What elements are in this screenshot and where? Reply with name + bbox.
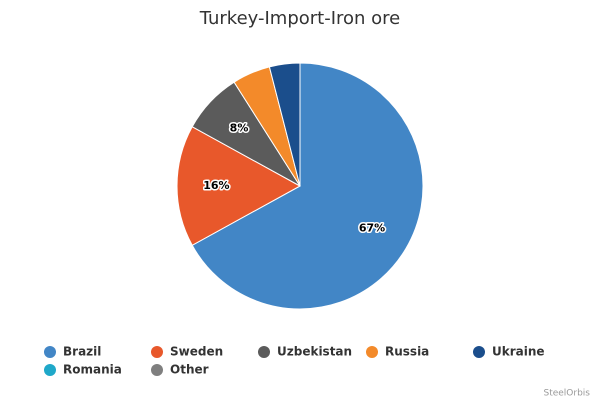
legend-marker — [151, 364, 163, 376]
slice-label: 16% — [203, 179, 229, 192]
legend-label: Sweden — [170, 345, 223, 359]
chart-title: Turkey-Import-Iron ore — [199, 8, 401, 29]
slice-label: 8% — [230, 122, 249, 135]
legend-marker — [44, 346, 56, 358]
legend-label: Uzbekistan — [277, 345, 352, 359]
pie-slice — [176, 126, 302, 246]
legend-marker — [44, 364, 56, 376]
credit: SteelOrbis — [543, 389, 590, 399]
legend-label: Other — [170, 363, 209, 377]
pie-slice — [191, 62, 424, 310]
legend-marker — [366, 346, 378, 358]
legend-label: Russia — [385, 345, 429, 359]
legend-label: Brazil — [63, 345, 101, 359]
legend-label: Ukraine — [492, 345, 545, 359]
legend-marker — [151, 346, 163, 358]
legend-label: Romania — [63, 363, 122, 377]
legend-marker — [258, 346, 270, 358]
legend-marker — [473, 346, 485, 358]
slice-label: 67% — [359, 222, 385, 235]
